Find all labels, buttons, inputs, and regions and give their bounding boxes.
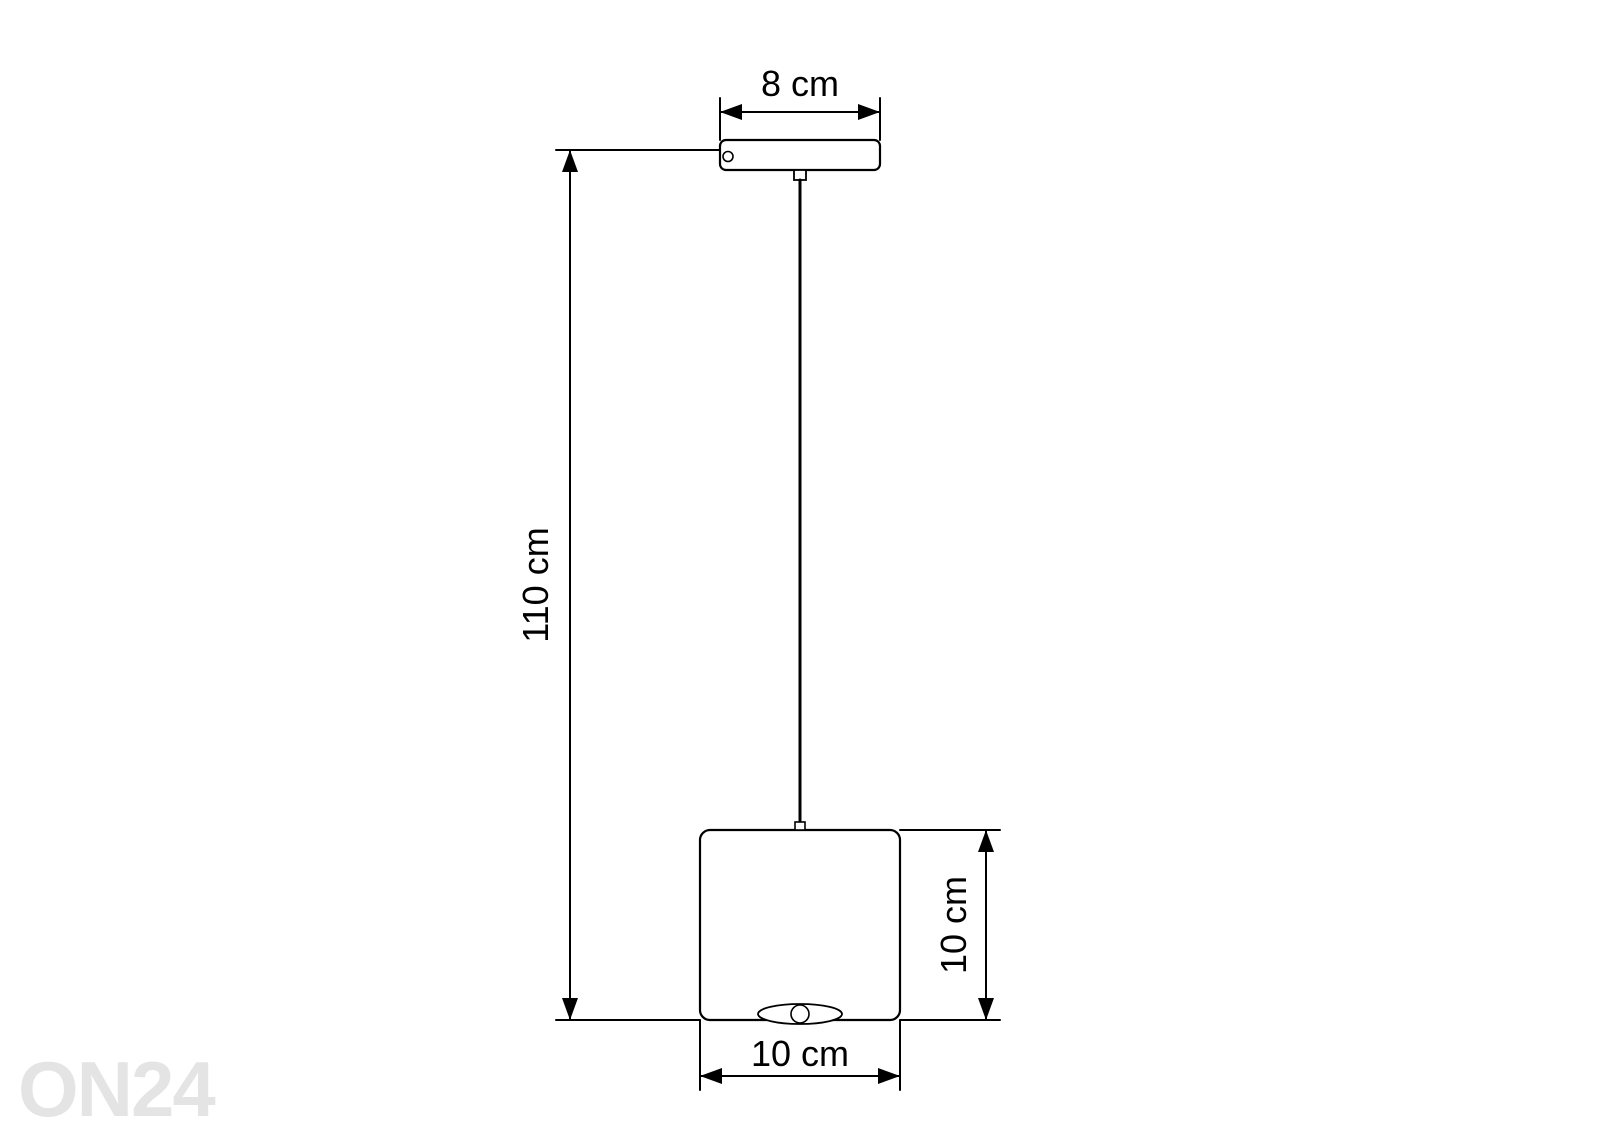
dimension-label: 10 cm bbox=[751, 1033, 849, 1074]
dimension-total-height: 110 cm bbox=[515, 150, 720, 1020]
watermark-logo: ON24 bbox=[18, 1044, 214, 1135]
dimension-label: 8 cm bbox=[761, 63, 839, 104]
pendant-lamp-icon bbox=[700, 140, 900, 1024]
dimension-drawing-svg: 8 cm 10 cm 110 cm 10 cm bbox=[0, 0, 1600, 1145]
dimension-shade-height: 10 cm bbox=[900, 830, 1000, 1020]
dimension-label: 110 cm bbox=[515, 527, 556, 642]
dimension-bottom-width: 10 cm bbox=[700, 1020, 900, 1090]
dimension-top-width: 8 cm bbox=[720, 63, 880, 140]
dimension-label: 10 cm bbox=[933, 876, 974, 974]
diagram-stage: 8 cm 10 cm 110 cm 10 cm bbox=[0, 0, 1600, 1145]
